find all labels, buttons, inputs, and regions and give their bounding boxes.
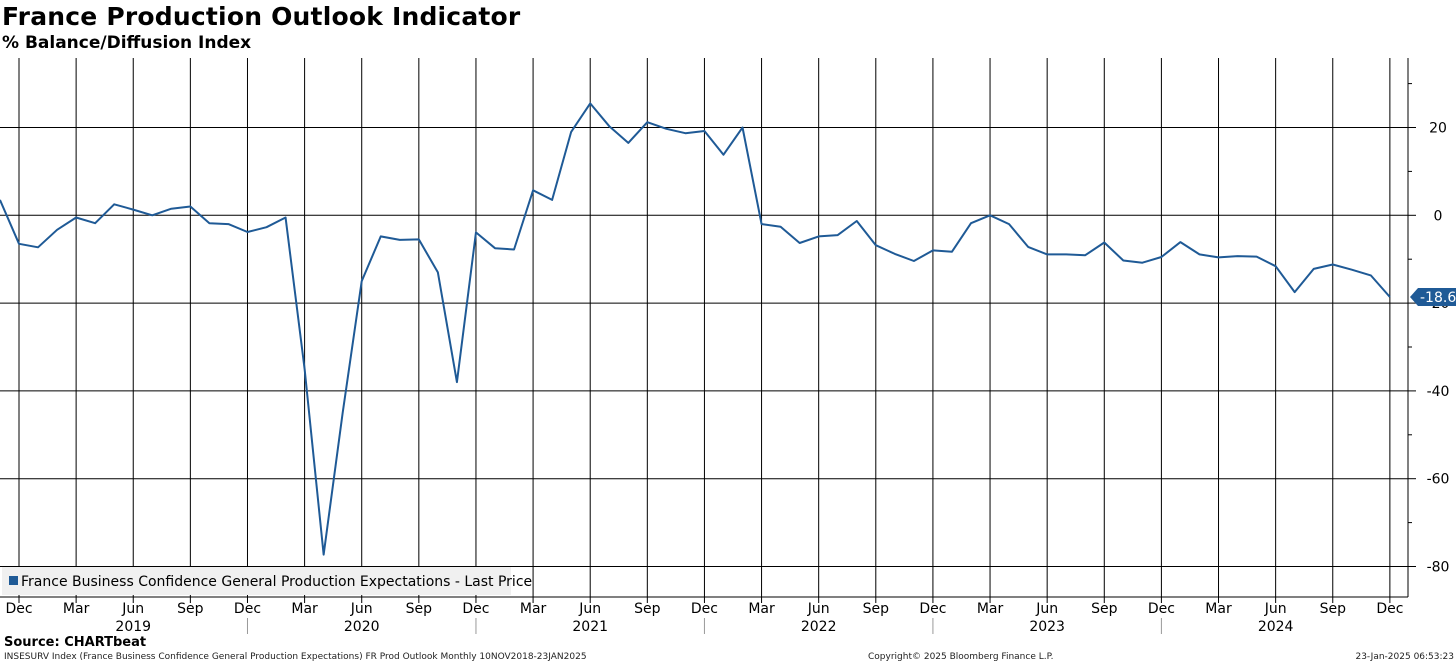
x-tick-label: Dec xyxy=(1376,601,1403,617)
x-tick-label: Dec xyxy=(234,601,261,617)
last-value-tag xyxy=(1410,287,1456,306)
source-note: Source: CHARTbeat xyxy=(4,635,147,650)
year-label: 2022 xyxy=(801,619,837,635)
year-label: 2023 xyxy=(1029,619,1065,635)
y-tick-label: 20 xyxy=(1429,121,1447,137)
year-label: 2019 xyxy=(115,619,151,635)
x-tick-label: Dec xyxy=(5,601,32,617)
y-tick-label: -60 xyxy=(1427,472,1450,488)
x-tick-label: Mar xyxy=(977,601,1004,617)
y-tick-label: -40 xyxy=(1427,384,1450,400)
index-description: INSESURV Index (France Business Confiden… xyxy=(4,652,587,662)
x-tick-label: Mar xyxy=(291,601,318,617)
x-tick-label: Dec xyxy=(919,601,946,617)
x-tick-label: Jun xyxy=(350,601,373,617)
x-tick-label: Sep xyxy=(1091,601,1118,617)
x-tick-label: Mar xyxy=(1205,601,1232,617)
series-line xyxy=(0,102,1391,556)
x-tick-label: Sep xyxy=(1320,601,1347,617)
legend: France Business Confidence General Produ… xyxy=(2,567,532,595)
x-tick-label: Mar xyxy=(520,601,547,617)
x-tick-label: Mar xyxy=(748,601,775,617)
x-tick-label: Dec xyxy=(691,601,718,617)
year-label: 2021 xyxy=(572,619,608,635)
last-value-label: -18.6 xyxy=(1420,290,1456,306)
legend-box xyxy=(2,567,511,595)
x-tick-label: Mar xyxy=(63,601,90,617)
x-tick-label: Jun xyxy=(578,601,601,617)
x-tick-label: Dec xyxy=(462,601,489,617)
chart-subtitle: % Balance/Diffusion Index xyxy=(2,33,252,53)
timestamp: 23-Jan-2025 06:53:23 xyxy=(1355,652,1454,662)
x-tick-label: Jun xyxy=(1035,601,1058,617)
x-tick-label: Sep xyxy=(863,601,890,617)
year-label: 2024 xyxy=(1258,619,1294,635)
x-tick-label: Sep xyxy=(177,601,204,617)
x-tick-label: Jun xyxy=(807,601,830,617)
x-tick-label: Jun xyxy=(1264,601,1287,617)
copyright-note: Copyright© 2025 Bloomberg Finance L.P. xyxy=(868,652,1054,662)
y-tick-label: 0 xyxy=(1434,208,1443,224)
legend-swatch xyxy=(9,576,18,585)
x-tick-label: Jun xyxy=(121,601,144,617)
x-tick-label: Dec xyxy=(1148,601,1175,617)
chart-title: France Production Outlook Indicator xyxy=(2,2,521,31)
y-tick-label: -80 xyxy=(1427,560,1450,576)
x-tick-label: Sep xyxy=(406,601,433,617)
legend-label: France Business Confidence General Produ… xyxy=(21,574,532,590)
year-label: 2020 xyxy=(344,619,380,635)
x-tick-label: Sep xyxy=(634,601,661,617)
